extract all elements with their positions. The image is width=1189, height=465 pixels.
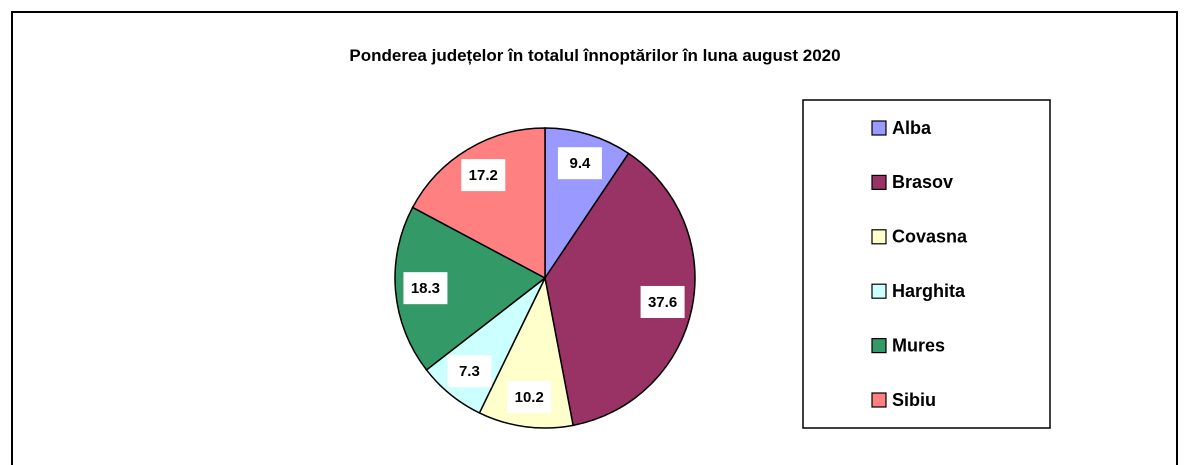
legend-swatch [871,392,887,408]
data-label: 37.6 [648,294,677,311]
pie-slice [544,152,696,427]
data-label-box [461,159,506,192]
data-label: 7.3 [459,363,480,380]
legend-label: Mures [892,335,945,355]
legend-box [802,99,1051,429]
data-label: 18.3 [411,280,440,297]
data-label-box [403,272,448,305]
legend-swatch [871,229,887,245]
pie-slice [411,127,546,280]
legend-swatch [871,283,887,299]
data-label: 17.2 [469,167,498,184]
legend-label: Sibiu [892,390,936,410]
legend-label: Covasna [892,227,968,247]
data-label: 10.2 [515,389,544,406]
pie-slice [394,206,547,371]
chart-title: Ponderea județelor în totalul înnoptăril… [349,46,841,65]
data-label-box [447,355,492,388]
data-label-box [640,285,685,318]
legend-swatch [871,120,887,136]
legend-label: Brasov [892,172,953,192]
legend-label: Alba [892,118,932,138]
data-label: 9.4 [569,155,591,172]
data-label-box [507,380,552,413]
legend-swatch [871,338,887,354]
legend-label: Harghita [892,281,966,301]
legend-swatch [871,174,887,190]
data-label-box [557,147,602,180]
